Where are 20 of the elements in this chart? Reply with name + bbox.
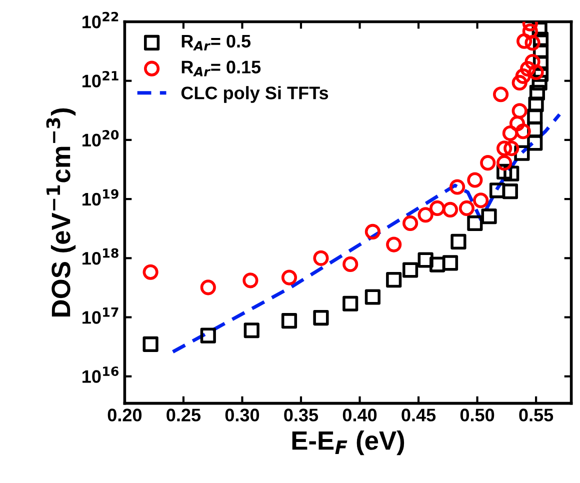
y-tick-label: 10$^{19}$ [82, 189, 118, 206]
y-tick-label: 10$^{21}$ [82, 70, 118, 88]
y-tick-label: 10$^{20}$ [82, 130, 119, 147]
x-axis-title: E-E$_{F}$ (eV) [292, 430, 404, 456]
x-tick-label: 0.45 [402, 408, 436, 422]
x-tick-label: 0.50 [460, 408, 494, 422]
y-tick-label: 10$^{18}$ [82, 248, 118, 265]
x-tick-label: 0.20 [108, 408, 142, 422]
y-tick-label: 10$^{22}$ [82, 12, 118, 28]
legend-label: CLC poly Si TFTs [181, 86, 328, 103]
x-tick-label: 0.40 [342, 408, 377, 422]
y-axis-title: DOS (eV$^{−1}$cm$^{−3}$) [46, 108, 76, 316]
y-tick-label: 10$^{16}$ [82, 366, 119, 383]
legend-label: R$_{Ar}$= 0.15 [182, 60, 261, 76]
x-tick-label: 0.55 [519, 408, 554, 422]
x-tick-label: 0.25 [166, 408, 201, 422]
legend-label: R$_{Ar}$= 0.5 [182, 34, 251, 50]
x-tick-label: 0.35 [284, 408, 318, 422]
y-tick-label: 10$^{17}$ [82, 308, 118, 324]
x-tick-label: 0.30 [225, 408, 260, 422]
